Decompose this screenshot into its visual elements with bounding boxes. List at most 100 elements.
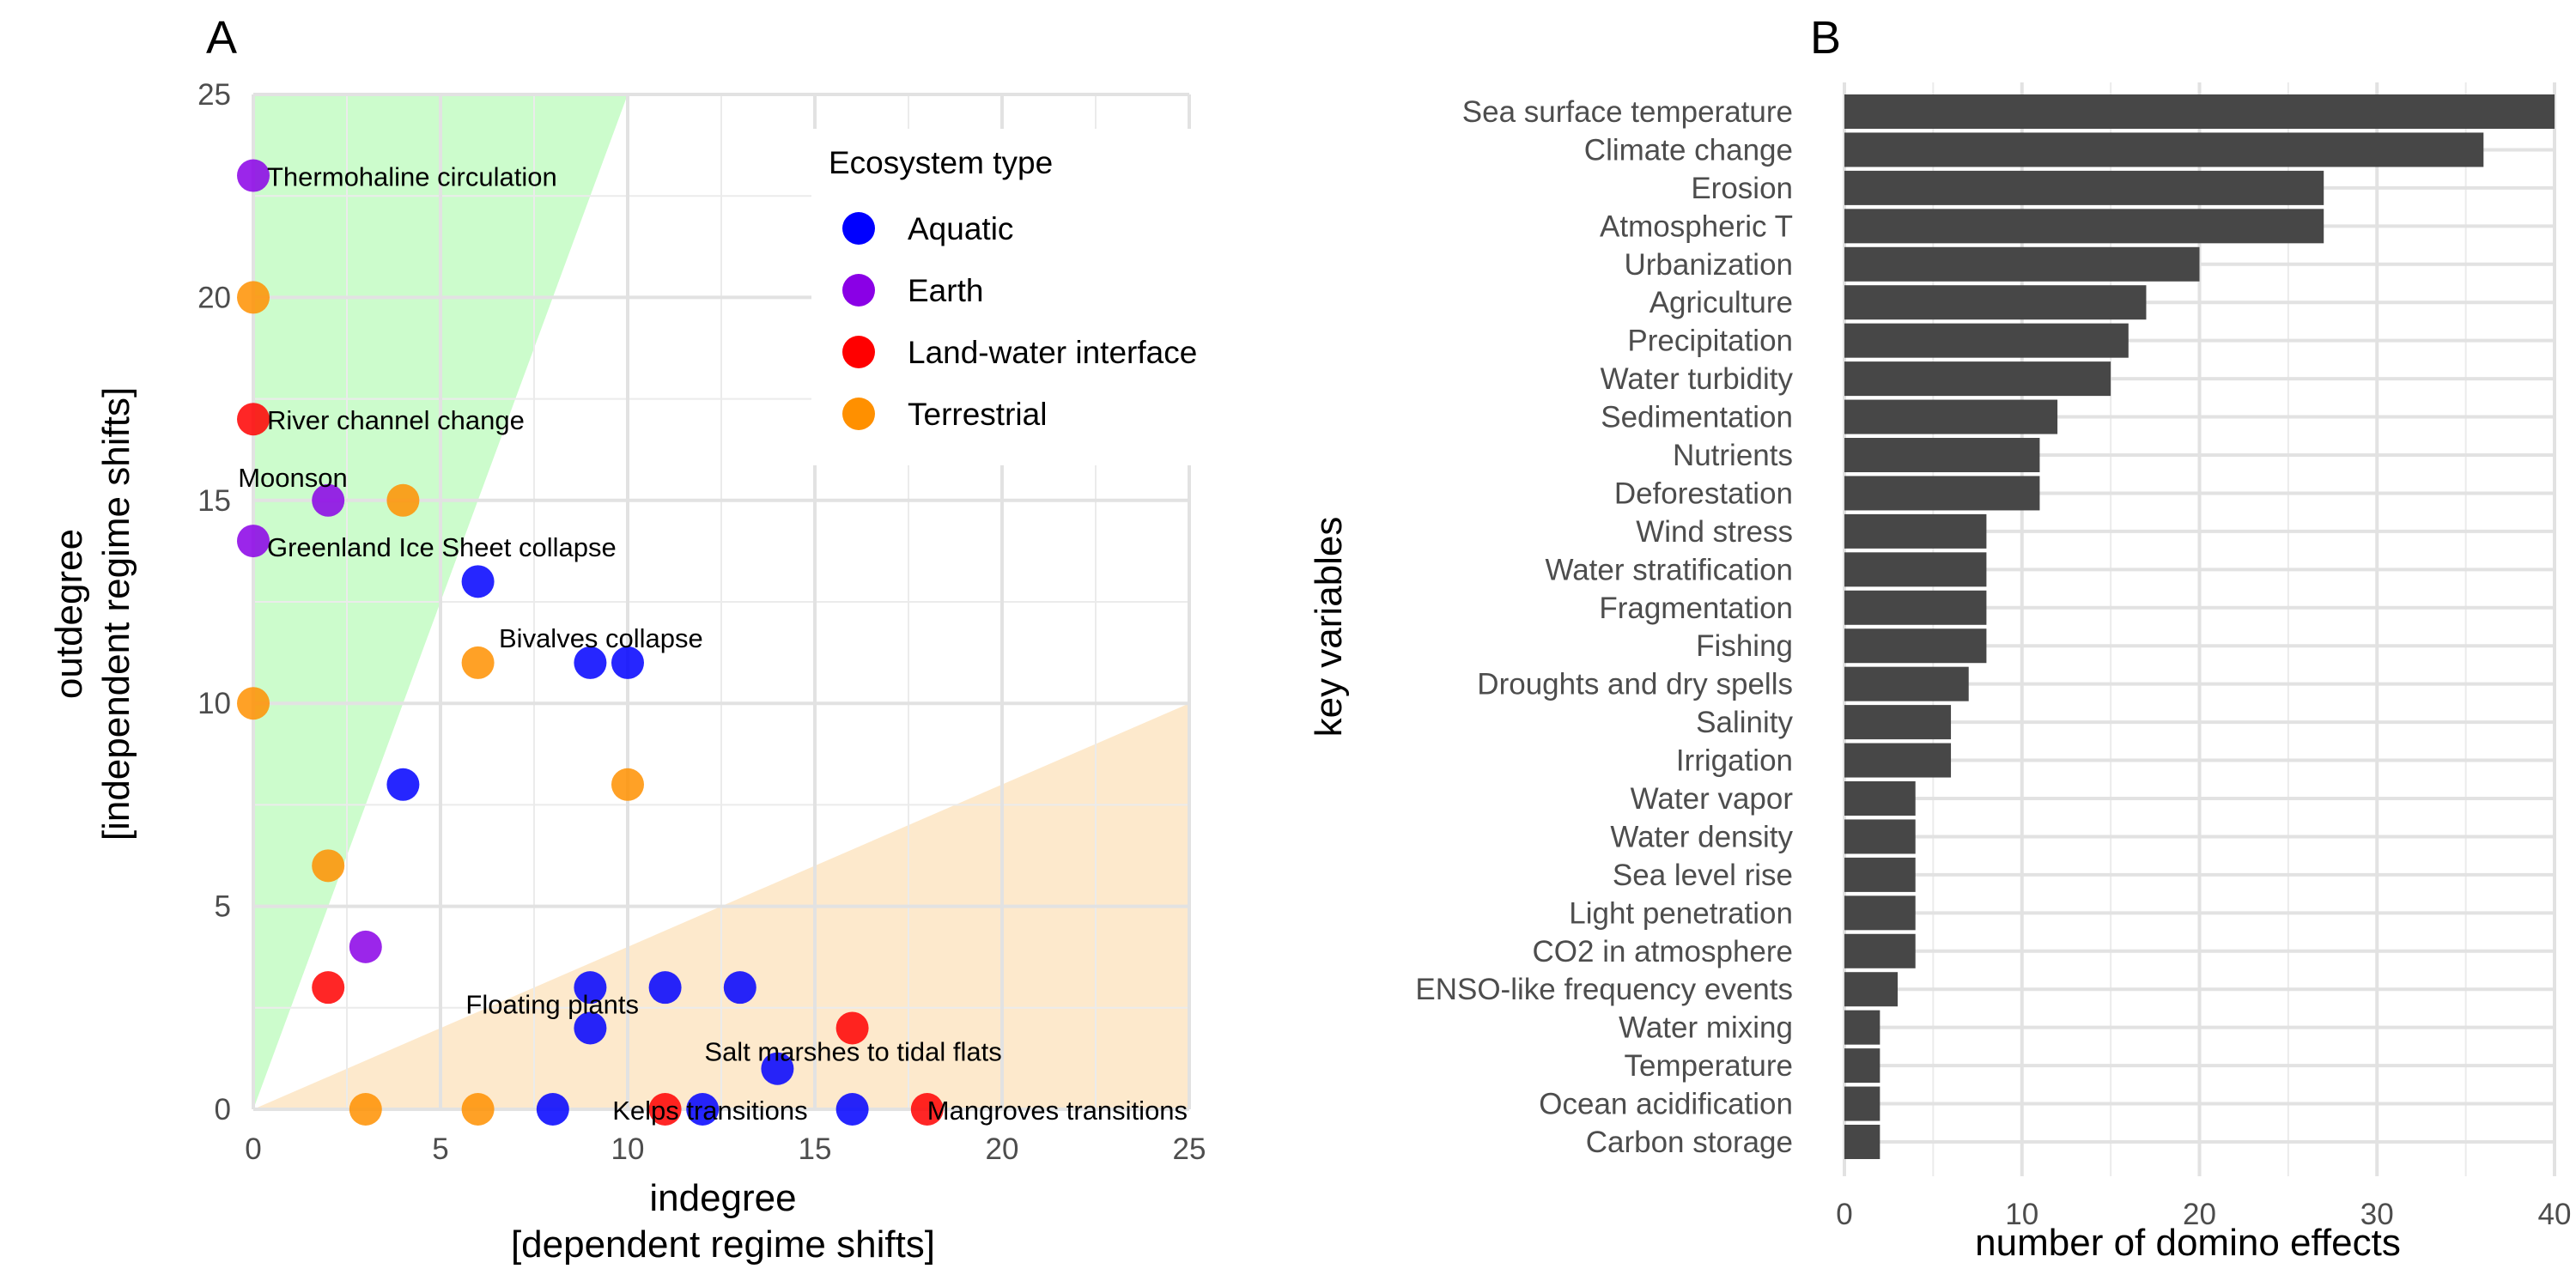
category-label: Water density <box>1610 820 1793 853</box>
data-point <box>461 565 495 598</box>
category-label: Droughts and dry spells <box>1477 668 1793 701</box>
data-point <box>574 1011 607 1045</box>
x-tick-label: 20 <box>2183 1198 2216 1231</box>
data-point <box>536 1093 569 1126</box>
bar <box>1844 209 2324 244</box>
data-point <box>312 483 345 517</box>
data-point <box>312 849 345 883</box>
data-point <box>237 403 270 436</box>
scatter-panel: A 0 5 10 15 20 25 0 5 10 15 20 25 Thermohaline cir… <box>48 12 1241 1266</box>
data-point <box>835 1093 869 1126</box>
y-tick-label: 0 <box>215 1093 231 1126</box>
category-label: Water vapor <box>1631 782 1794 816</box>
x-tick-label: 40 <box>2538 1198 2572 1231</box>
point-label: Greenland Ice Sheet collapse <box>267 532 617 562</box>
data-point <box>312 971 345 1005</box>
bar <box>1844 972 1899 1007</box>
legend-label: Earth <box>908 273 983 308</box>
category-label: Sedimentation <box>1601 401 1793 434</box>
y-tick-label: 15 <box>197 484 231 518</box>
bar <box>1844 94 2555 129</box>
point-label: Floating plants <box>465 989 639 1019</box>
category-label: Carbon storage <box>1586 1126 1793 1159</box>
category-label: Salinity <box>1696 706 1793 739</box>
bar <box>1844 895 1916 931</box>
legend-label: Land-water interface <box>908 335 1197 370</box>
bar-panel: B Sea surface temperature Climate change E… <box>1308 12 2571 1264</box>
category-label: Sea surface temperature <box>1462 95 1793 129</box>
legend-swatch <box>842 398 875 430</box>
bar <box>1844 628 1987 664</box>
x-tick-label: 15 <box>799 1132 832 1166</box>
category-label: Fishing <box>1696 629 1793 663</box>
bar <box>1844 666 1969 701</box>
point-labels: Thermohaline circulation River channel ch… <box>238 162 1188 1126</box>
bar <box>1844 399 2058 434</box>
y-tick-label: 20 <box>197 281 231 314</box>
category-label: Nutrients <box>1673 439 1793 472</box>
data-point <box>910 1093 944 1126</box>
category-label: Climate change <box>1584 133 1793 167</box>
data-point <box>349 930 382 963</box>
bar <box>1844 743 1952 778</box>
category-label: Fragmentation <box>1599 592 1793 625</box>
scatter-y-axis-title: outdegree <box>48 529 90 699</box>
point-label: Moonson <box>238 463 348 493</box>
data-point <box>611 768 644 801</box>
y-tick-label: 25 <box>197 78 231 112</box>
x-tick-label: 10 <box>2005 1198 2038 1231</box>
x-tick-label: 0 <box>245 1132 261 1166</box>
bar <box>1844 476 2040 511</box>
bar <box>1844 246 2200 282</box>
point-label: Salt marshes to tidal flats <box>704 1037 1001 1067</box>
category-label: Water mixing <box>1619 1011 1793 1045</box>
bar <box>1844 285 2147 320</box>
x-tick-label: 30 <box>2360 1198 2394 1231</box>
bar <box>1844 1048 1880 1084</box>
bar <box>1844 552 1987 587</box>
bar <box>1844 1125 1880 1159</box>
legend-swatch <box>842 336 875 368</box>
category-label: Water turbidity <box>1601 362 1794 396</box>
data-point <box>349 1093 382 1126</box>
category-label: Urbanization <box>1625 248 1794 282</box>
category-label: Temperature <box>1625 1049 1793 1083</box>
bar <box>1844 819 1916 854</box>
legend: Ecosystem type Aquatic Earth Land-water int… <box>811 129 1241 465</box>
legend-label: Aquatic <box>908 211 1013 246</box>
legend-label: Terrestrial <box>908 397 1047 432</box>
scatter-x-axis-subtitle: [dependent regime shifts] <box>511 1223 935 1266</box>
legend-swatch <box>842 274 875 307</box>
data-point <box>835 1011 869 1045</box>
bar-category-labels: Sea surface temperature Climate change Ero… <box>1415 95 1793 1159</box>
category-label: Irrigation <box>1676 744 1793 778</box>
bar <box>1844 323 2129 358</box>
data-point <box>461 646 495 679</box>
scatter-x-ticks: 0 5 10 15 20 25 <box>245 1132 1206 1166</box>
y-tick-label: 10 <box>197 687 231 720</box>
bar-x-axis-title: number of domino effects <box>1975 1222 2401 1264</box>
category-label: ENSO-like frequency events <box>1415 973 1793 1006</box>
y-tick-label: 5 <box>215 890 231 924</box>
data-point <box>386 768 420 801</box>
scatter-y-ticks: 0 5 10 15 20 25 <box>197 78 231 1126</box>
bar <box>1844 1010 1880 1045</box>
bar <box>1844 590 1987 625</box>
bar-y-axis-title: key variables <box>1308 517 1350 738</box>
bar <box>1844 781 1916 816</box>
bar <box>1844 170 2324 205</box>
bar <box>1844 933 1916 968</box>
data-point <box>237 687 270 720</box>
x-tick-label: 10 <box>611 1132 645 1166</box>
bar <box>1844 1086 1880 1121</box>
data-point <box>723 971 756 1005</box>
legend-title: Ecosystem type <box>829 145 1053 180</box>
category-label: Agriculture <box>1649 286 1793 319</box>
point-label: River channel change <box>267 405 525 435</box>
panel-a-label: A <box>206 12 237 64</box>
data-point <box>237 525 270 558</box>
x-tick-label: 0 <box>1836 1198 1852 1231</box>
legend-swatch <box>842 212 875 245</box>
category-label: Ocean acidification <box>1539 1088 1793 1121</box>
